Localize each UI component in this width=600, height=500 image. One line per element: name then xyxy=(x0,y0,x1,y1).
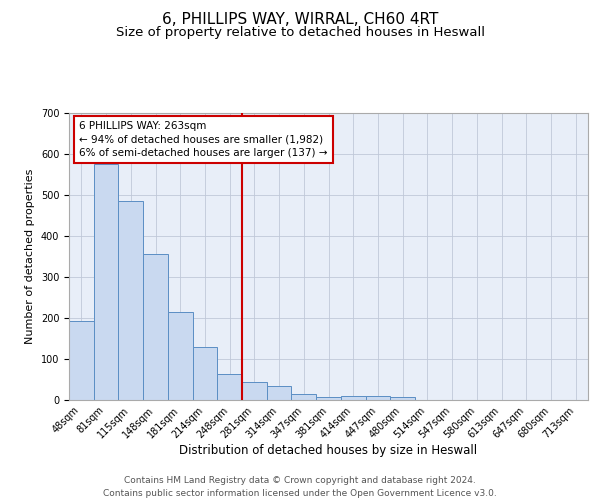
Text: Size of property relative to detached houses in Heswall: Size of property relative to detached ho… xyxy=(115,26,485,39)
Bar xyxy=(242,382,267,400)
Bar xyxy=(143,254,168,400)
Bar xyxy=(390,397,415,400)
X-axis label: Distribution of detached houses by size in Heswall: Distribution of detached houses by size … xyxy=(179,444,478,457)
Bar xyxy=(217,374,242,400)
Bar xyxy=(267,386,292,400)
Bar xyxy=(69,320,94,400)
Text: Contains HM Land Registry data © Crown copyright and database right 2024.
Contai: Contains HM Land Registry data © Crown c… xyxy=(103,476,497,498)
Bar xyxy=(168,312,193,400)
Bar xyxy=(316,396,341,400)
Bar xyxy=(193,346,217,400)
Bar xyxy=(292,394,316,400)
Text: 6, PHILLIPS WAY, WIRRAL, CH60 4RT: 6, PHILLIPS WAY, WIRRAL, CH60 4RT xyxy=(162,12,438,28)
Bar xyxy=(341,396,365,400)
Y-axis label: Number of detached properties: Number of detached properties xyxy=(25,168,35,344)
Text: 6 PHILLIPS WAY: 263sqm
← 94% of detached houses are smaller (1,982)
6% of semi-d: 6 PHILLIPS WAY: 263sqm ← 94% of detached… xyxy=(79,121,328,158)
Bar xyxy=(365,396,390,400)
Bar xyxy=(118,201,143,400)
Bar xyxy=(94,164,118,400)
